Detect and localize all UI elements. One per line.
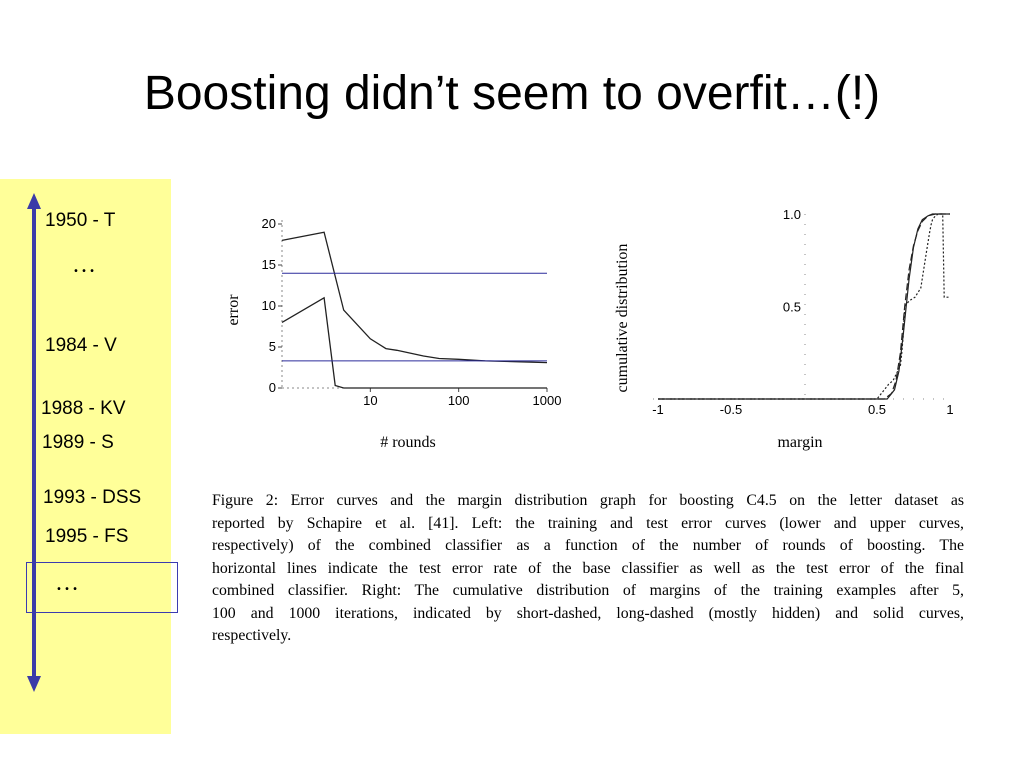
timeline-panel xyxy=(0,179,171,734)
left-test-error-line xyxy=(281,231,548,364)
left-xtick-label: 100 xyxy=(448,393,470,408)
slide-title: Boosting didn’t seem to overfit…(!) xyxy=(143,67,881,120)
left-xtick-label: 10 xyxy=(363,393,377,408)
timeline-item-1950: 1950 - T xyxy=(45,210,116,231)
left-ytick-label: 10 xyxy=(262,298,276,313)
right-xtick-label: 1 xyxy=(946,402,953,417)
right-xtick-label: 0.5 xyxy=(868,402,886,417)
left-ytick-label: 0 xyxy=(269,380,276,395)
right-ytick-label: 0.5 xyxy=(783,300,801,315)
caption-line-2: reported by Schapire et al. [41]. Left: … xyxy=(212,514,964,532)
right-axes xyxy=(653,214,950,400)
highlight-box xyxy=(26,562,178,613)
caption-line-4: horizontal lines indicate the test error… xyxy=(212,559,964,577)
caption-line-3: respectively) of the combined classifier… xyxy=(212,537,964,554)
left-ytick-label: 5 xyxy=(269,339,276,354)
left-ytick-label: 15 xyxy=(262,257,276,272)
right-1000-iterations-line xyxy=(658,213,950,400)
timeline-item-1989: 1989 - S xyxy=(42,432,114,453)
right-5-iterations-line xyxy=(658,213,950,400)
left-xtick-label: 1000 xyxy=(533,393,562,408)
left-ylabel: error xyxy=(225,294,242,326)
right-ytick-label: 1.0 xyxy=(783,207,801,222)
right-ylabel: cumulative distribution xyxy=(614,244,631,393)
left-xlabel: # rounds xyxy=(380,434,436,451)
caption-line-1: Figure 2: Error curves and the margin di… xyxy=(212,492,964,509)
figure-caption: Figure 2: Error curves and the margin di… xyxy=(212,490,964,648)
caption-line-7: respectively. xyxy=(212,627,292,644)
right-xlabel: margin xyxy=(777,434,822,451)
timeline-item-1988: 1988 - KV xyxy=(41,398,126,419)
left-axes xyxy=(281,220,547,389)
caption-line-5: combined classifier. Right: The cumulati… xyxy=(212,582,964,599)
timeline-arrow xyxy=(27,193,41,692)
caption-line-6: 100 and 1000 iterations, indicated by sh… xyxy=(212,604,964,622)
left-ytick-label: 20 xyxy=(262,216,276,231)
left-training-error-line xyxy=(281,296,547,389)
timeline-item-1984: 1984 - V xyxy=(45,335,117,356)
margin-distribution-chart: 0.5 1.0 -1 -0.5 0.5 1 margin cumulative distr… xyxy=(614,207,954,451)
timeline-item-1995: 1995 - FS xyxy=(45,526,129,547)
right-xtick-label: -1 xyxy=(652,402,664,417)
error-curves-chart: 0 5 10 15 20 10 100 1000 # rounds error xyxy=(225,216,562,451)
right-xtick-label: -0.5 xyxy=(720,402,742,417)
timeline-ellipsis-bottom: … xyxy=(55,570,79,596)
timeline-item-1993: 1993 - DSS xyxy=(43,487,142,508)
timeline-ellipsis-top: … xyxy=(72,252,96,278)
